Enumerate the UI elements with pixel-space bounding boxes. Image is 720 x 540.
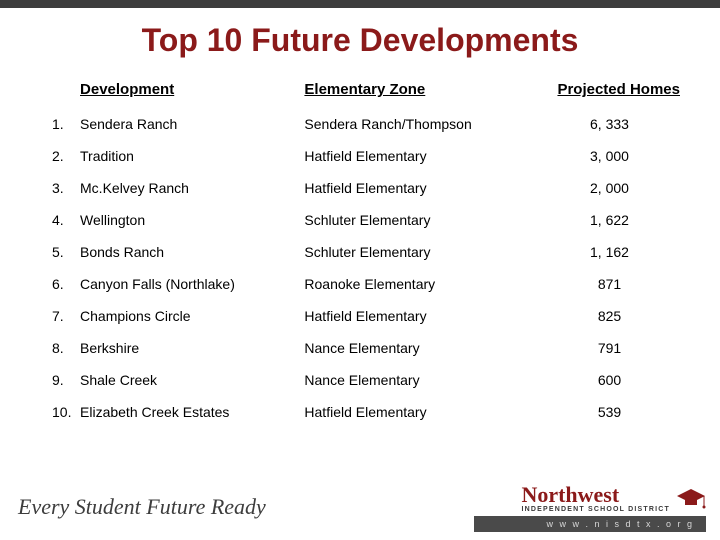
row-number: 9. — [46, 364, 74, 396]
row-number: 10. — [46, 396, 74, 428]
footer: Every Student Future Ready Northwest IND… — [0, 482, 720, 540]
row-development: Berkshire — [74, 332, 298, 364]
table-header-row: Development Elementary Zone Projected Ho… — [46, 77, 686, 108]
row-zone: Hatfield Elementary — [298, 140, 533, 172]
col-header-blank — [46, 77, 74, 108]
row-development: Mc.Kelvey Ranch — [74, 172, 298, 204]
table-row: 1.Sendera RanchSendera Ranch/Thompson6, … — [46, 108, 686, 140]
row-homes: 1, 162 — [533, 236, 686, 268]
row-zone: Schluter Elementary — [298, 236, 533, 268]
row-zone: Nance Elementary — [298, 332, 533, 364]
row-zone: Hatfield Elementary — [298, 172, 533, 204]
table-row: 9.Shale CreekNance Elementary600 — [46, 364, 686, 396]
row-development: Elizabeth Creek Estates — [74, 396, 298, 428]
row-zone: Nance Elementary — [298, 364, 533, 396]
grad-cap-icon — [676, 487, 706, 511]
developments-table: Development Elementary Zone Projected Ho… — [46, 77, 686, 428]
row-number: 8. — [46, 332, 74, 364]
row-development: Tradition — [74, 140, 298, 172]
row-development: Shale Creek — [74, 364, 298, 396]
col-header-homes: Projected Homes — [533, 77, 686, 108]
row-homes: 3, 000 — [533, 140, 686, 172]
row-number: 7. — [46, 300, 74, 332]
row-zone: Schluter Elementary — [298, 204, 533, 236]
top-accent-bar — [0, 0, 720, 8]
row-development: Bonds Ranch — [74, 236, 298, 268]
row-zone: Hatfield Elementary — [298, 396, 533, 428]
row-number: 1. — [46, 108, 74, 140]
row-development: Champions Circle — [74, 300, 298, 332]
row-zone: Roanoke Elementary — [298, 268, 533, 300]
table-row: 7.Champions CircleHatfield Elementary825 — [46, 300, 686, 332]
footer-url: w w w . n i s d t x . o r g — [474, 516, 706, 532]
row-homes: 539 — [533, 396, 686, 428]
row-homes: 600 — [533, 364, 686, 396]
row-homes: 6, 333 — [533, 108, 686, 140]
row-homes: 1, 622 — [533, 204, 686, 236]
row-development: Sendera Ranch — [74, 108, 298, 140]
row-development: Canyon Falls (Northlake) — [74, 268, 298, 300]
col-header-development: Development — [74, 77, 298, 108]
footer-tagline: Every Student Future Ready — [18, 494, 266, 520]
logo-row: Northwest INDEPENDENT SCHOOL DISTRICT — [474, 485, 706, 513]
row-number: 5. — [46, 236, 74, 268]
slide: Top 10 Future Developments Development E… — [0, 0, 720, 540]
table-row: 3.Mc.Kelvey RanchHatfield Elementary2, 0… — [46, 172, 686, 204]
footer-logo-block: Northwest INDEPENDENT SCHOOL DISTRICT w … — [474, 485, 706, 532]
row-number: 2. — [46, 140, 74, 172]
row-development: Wellington — [74, 204, 298, 236]
brand-subtitle: INDEPENDENT SCHOOL DISTRICT — [521, 506, 670, 513]
row-zone: Sendera Ranch/Thompson — [298, 108, 533, 140]
brand-name: Northwest — [521, 485, 670, 505]
table-row: 4.WellingtonSchluter Elementary1, 622 — [46, 204, 686, 236]
row-zone: Hatfield Elementary — [298, 300, 533, 332]
table-row: 6.Canyon Falls (Northlake)Roanoke Elemen… — [46, 268, 686, 300]
table-row: 5.Bonds RanchSchluter Elementary1, 162 — [46, 236, 686, 268]
row-homes: 2, 000 — [533, 172, 686, 204]
table-row: 8.BerkshireNance Elementary791 — [46, 332, 686, 364]
row-homes: 825 — [533, 300, 686, 332]
table-row: 2.TraditionHatfield Elementary3, 000 — [46, 140, 686, 172]
row-number: 3. — [46, 172, 74, 204]
row-homes: 791 — [533, 332, 686, 364]
row-homes: 871 — [533, 268, 686, 300]
slide-title: Top 10 Future Developments — [0, 22, 720, 59]
row-number: 6. — [46, 268, 74, 300]
row-number: 4. — [46, 204, 74, 236]
col-header-zone: Elementary Zone — [298, 77, 533, 108]
brand-text: Northwest INDEPENDENT SCHOOL DISTRICT — [521, 485, 670, 513]
table-row: 10.Elizabeth Creek EstatesHatfield Eleme… — [46, 396, 686, 428]
